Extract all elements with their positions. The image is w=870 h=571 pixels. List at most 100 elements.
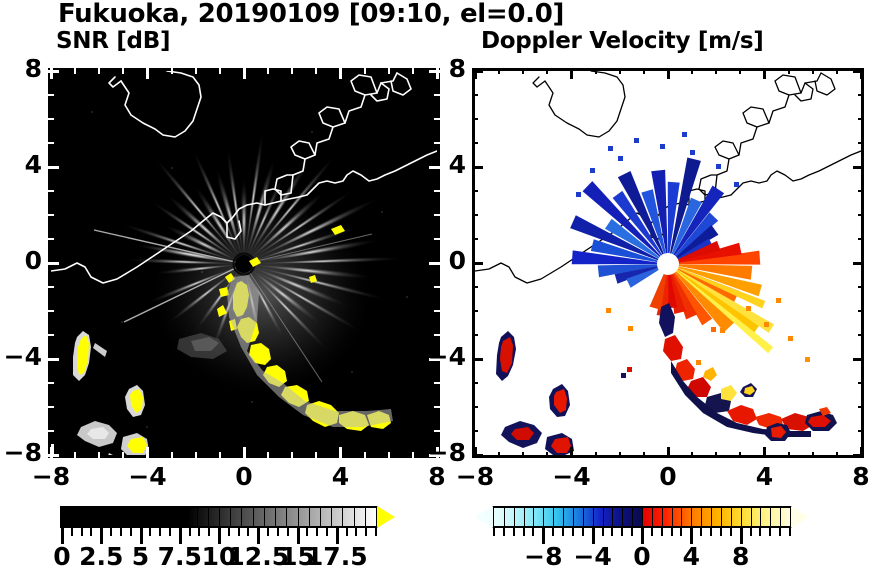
dop-xtick-top-major — [859, 68, 863, 79]
snr-colorbar-tick — [159, 528, 162, 536]
snr-colorbar-segment-divider — [364, 508, 366, 526]
dop-xtick-major — [666, 447, 670, 458]
snr-colorbar-label: 12.5 — [227, 542, 290, 571]
snr-colorbar-segment-divider — [219, 508, 220, 526]
doppler-colorbar-tick — [670, 528, 673, 536]
dop-xtick-minor — [739, 452, 742, 458]
snr-xtick-top-major — [242, 68, 246, 79]
doppler-colorbar-label: 0 — [633, 542, 651, 571]
snr-ytick-minor — [48, 286, 54, 288]
snr-ytick-right-minor — [434, 382, 440, 384]
dop-xtick-top-major — [473, 68, 477, 79]
snr-plot-axes[interactable] — [48, 68, 440, 458]
snr-xtick-top-minor — [267, 68, 270, 74]
snr-xtick-major — [49, 447, 53, 458]
dop-xtick-major — [859, 447, 863, 458]
snr-colorbar-tick — [355, 528, 358, 536]
snr-colorbar-tick — [119, 528, 122, 536]
snr-ytick-right-minor — [434, 406, 440, 408]
dop-xtick-top-minor — [642, 68, 645, 74]
dop-ytick-right-minor — [858, 286, 864, 288]
doppler-colorbar-segment-divider — [750, 508, 752, 526]
snr-colorbar-tick — [70, 528, 73, 536]
dop-ytick-right-minor — [858, 406, 864, 408]
doppler-colorbar[interactable]: −8 −4 0 4 8 — [471, 504, 813, 571]
snr-colorbar-segment-divider — [297, 508, 299, 526]
doppler-colorbar-tick — [562, 528, 565, 536]
doppler-colorbar-segment-divider — [691, 508, 693, 526]
snr-colorbar-tick — [80, 528, 83, 536]
snr-xtick-top-minor — [291, 68, 294, 74]
snr-colorbar-tick — [247, 528, 250, 536]
snr-xtick-minor — [387, 452, 390, 458]
doppler-colorbar-segment-divider — [701, 508, 703, 526]
dop-xtick-top-major — [666, 68, 670, 79]
dop-ytick-right-minor — [858, 310, 864, 312]
doppler-colorbar-tick — [680, 528, 683, 536]
snr-xtick-label: 4 — [331, 462, 350, 491]
dop-xtick-label: 4 — [755, 462, 774, 491]
doppler-colorbar-segment-divider — [711, 508, 713, 526]
panel-title-snr: SNR [dB] — [56, 28, 171, 54]
dop-xtick-label: −4 — [552, 462, 591, 491]
doppler-colorbar-tick — [522, 528, 525, 536]
dop-ytick-minor — [472, 430, 478, 432]
dop-ytick-right-major — [853, 165, 864, 169]
snr-ytick-label: 8 — [24, 54, 42, 83]
snr-colorbar-tick — [325, 528, 328, 536]
snr-xtick-minor — [411, 452, 414, 458]
snr-ytick-right-major — [429, 453, 440, 457]
snr-colorbar-label: 2.5 — [79, 542, 124, 571]
doppler-colorbar-segment-divider — [730, 508, 732, 526]
snr-xtick-top-minor — [315, 68, 318, 74]
snr-ytick-minor — [48, 190, 54, 192]
doppler-colorbar-segment-divider — [651, 508, 653, 526]
doppler-colorbar-tick — [641, 528, 644, 544]
doppler-colorbar-tick — [739, 528, 743, 544]
dop-ytick-major — [472, 69, 483, 73]
doppler-colorbar-tick — [532, 528, 535, 536]
dop-ytick-right-minor — [858, 382, 864, 384]
dop-xtick-major — [473, 447, 477, 458]
doppler-colorbar-tick — [611, 528, 614, 536]
snr-ytick-right-minor — [434, 238, 440, 240]
snr-ytick-right-minor — [434, 430, 440, 432]
doppler-colorbar-tick — [690, 528, 694, 544]
snr-colorbar-tick — [90, 528, 93, 536]
doppler-colorbar-tick — [542, 528, 546, 544]
snr-xtick-minor — [363, 452, 366, 458]
snr-xtick-minor — [315, 452, 318, 458]
snr-xtick-top-major — [49, 68, 53, 79]
snr-colorbar[interactable]: 0 2.5 5 7.5 10 12.5 15 17.5 — [53, 504, 399, 571]
snr-colorbar-segment-divider — [263, 508, 265, 526]
dop-xtick-label: 0 — [659, 462, 677, 491]
snr-ytick-right-minor — [434, 118, 440, 120]
doppler-colorbar-tick — [631, 528, 634, 536]
snr-colorbar-tick — [129, 528, 132, 536]
dop-xtick-top-minor — [594, 68, 597, 74]
dop-xtick-minor — [594, 452, 597, 458]
snr-ytick-right-minor — [434, 310, 440, 312]
snr-colorbar-tick — [61, 528, 64, 544]
doppler-plot-axes[interactable] — [472, 68, 864, 458]
snr-plot-canvas — [51, 71, 437, 455]
snr-xtick-top-minor — [74, 68, 77, 74]
dop-xtick-minor — [618, 452, 621, 458]
snr-colorbar-segment-divider — [196, 508, 198, 526]
snr-colorbar-segment-divider — [230, 508, 232, 526]
snr-colorbar-tick — [306, 528, 309, 536]
dop-xtick-top-minor — [522, 68, 525, 74]
snr-colorbar-tick — [335, 528, 339, 544]
doppler-colorbar-tick — [493, 528, 495, 536]
doppler-colorbar-segment-divider — [572, 508, 574, 526]
snr-colorbar-segment-divider — [308, 508, 310, 526]
snr-colorbar-segment-divider — [342, 508, 344, 526]
snr-ytick-label: −8 — [3, 438, 42, 467]
snr-ytick-right-minor — [434, 334, 440, 336]
snr-ytick-label: −4 — [3, 342, 42, 371]
dop-xtick-top-major — [570, 68, 573, 79]
snr-xtick-major — [242, 447, 246, 458]
snr-colorbar-label: 7.5 — [157, 542, 202, 571]
snr-ytick-minor — [48, 310, 54, 312]
dop-xtick-minor — [546, 452, 549, 458]
